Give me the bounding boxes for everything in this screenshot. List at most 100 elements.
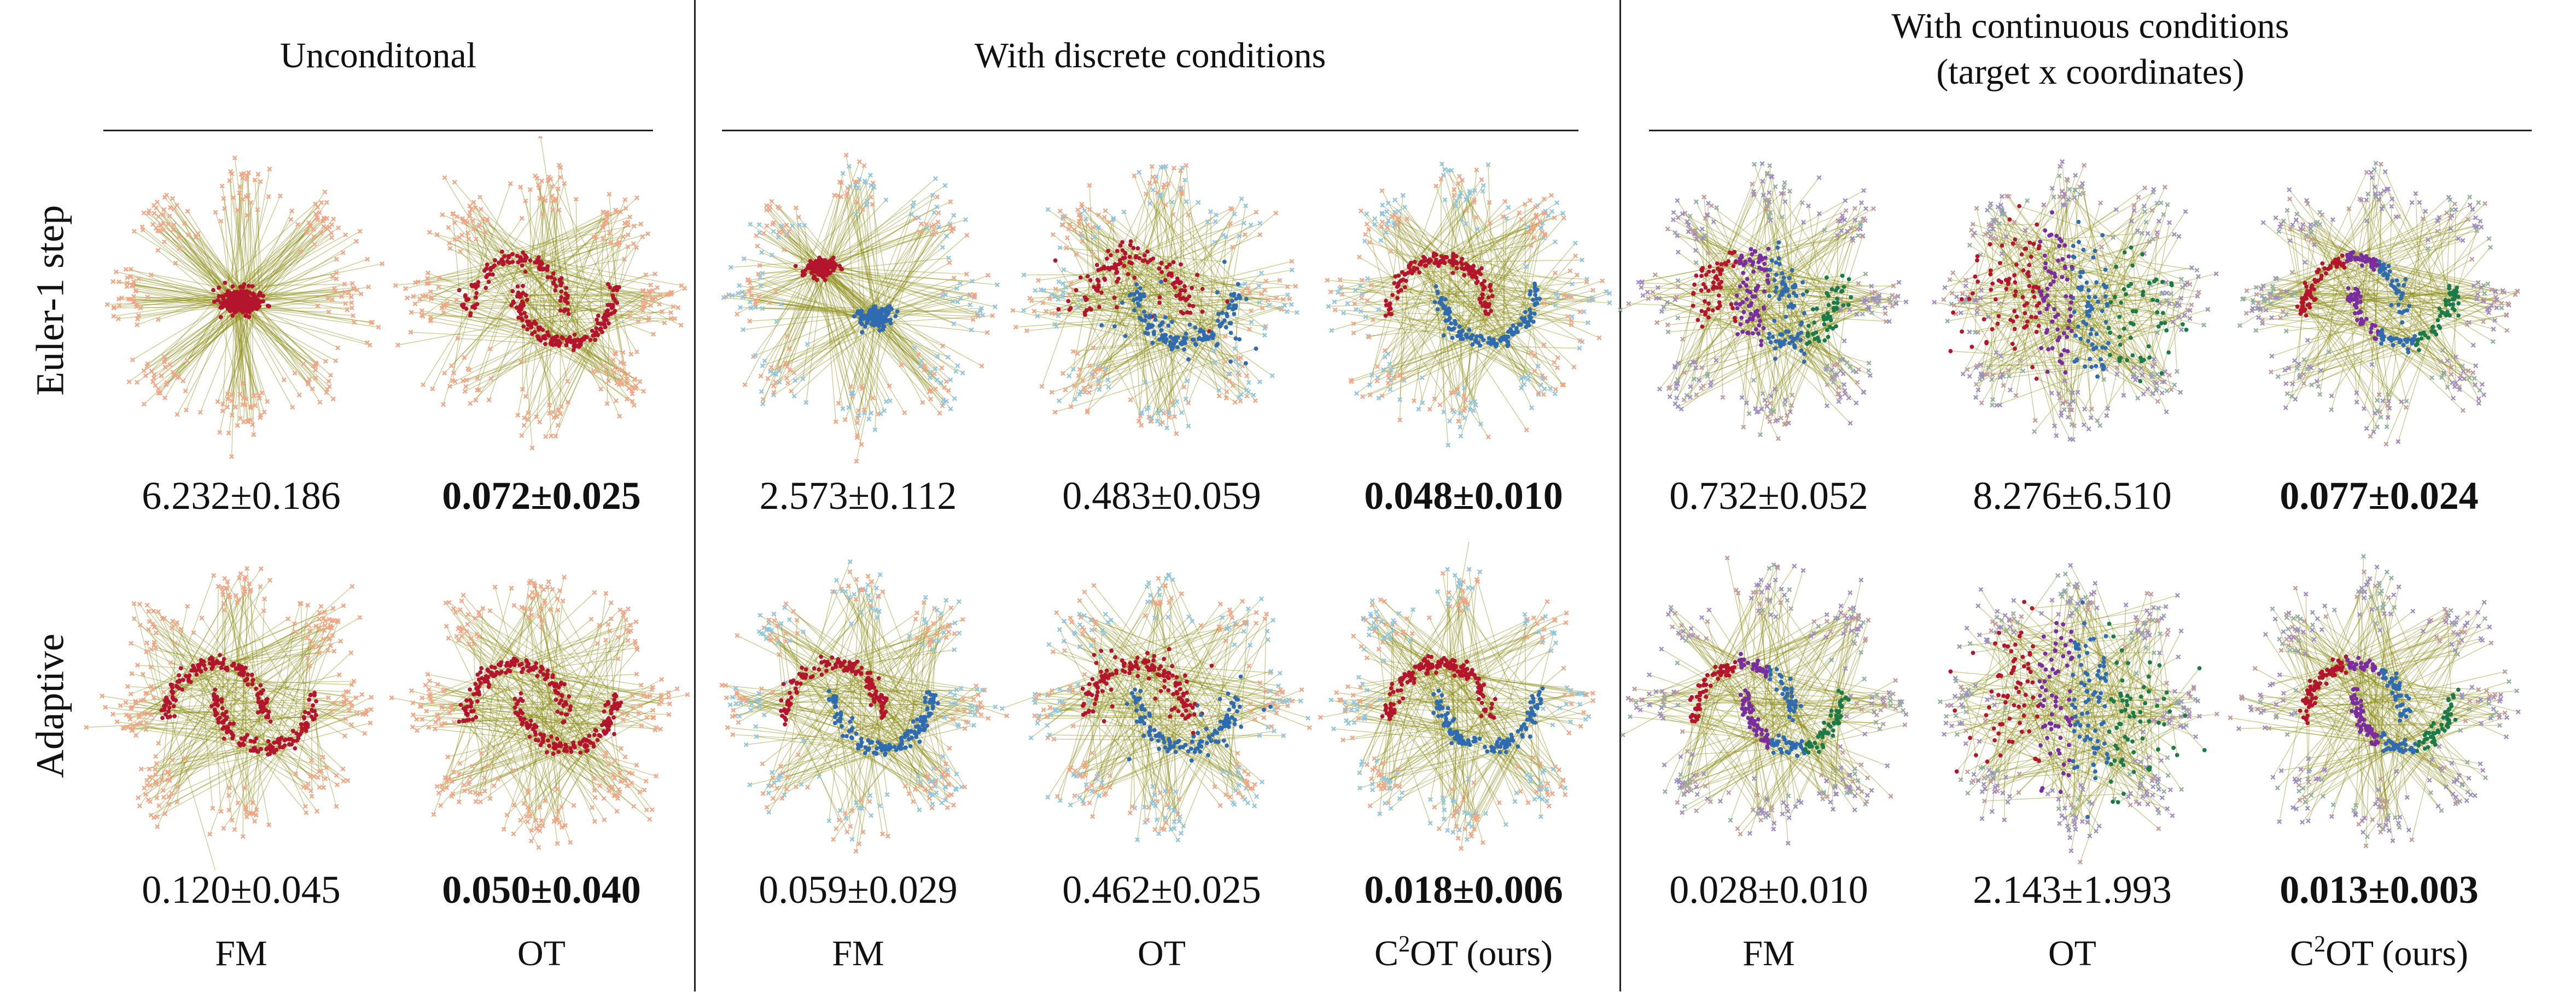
- group-separator: [1619, 0, 1622, 991]
- group-title-text: With discrete conditions: [974, 34, 1326, 76]
- target-points: [1688, 652, 1851, 758]
- flow-panel: [719, 559, 1010, 854]
- metric-value: 0.050±0.040: [442, 870, 641, 913]
- trajectory-lines: [2239, 163, 2518, 445]
- target-points: [211, 281, 271, 320]
- source-points: [2237, 160, 2520, 447]
- group-subtitle-text: (target x coordinates): [1936, 51, 2245, 92]
- column-label-suffix: OT (ours): [2326, 932, 2468, 973]
- source-points: [1010, 163, 1299, 437]
- column-label: C2OT (ours): [2290, 932, 2468, 975]
- target-points: [457, 657, 623, 756]
- column-label-text: OT: [517, 932, 566, 973]
- metric-value: 0.077±0.024: [2280, 476, 2479, 519]
- flow-panel: [1620, 555, 1909, 846]
- trajectory-lines: [724, 155, 998, 462]
- flow-panel: [999, 572, 1312, 843]
- source-points: [1618, 161, 1909, 442]
- group-rule: [722, 130, 1578, 132]
- source-points: [999, 572, 1312, 843]
- group-rule: [103, 130, 653, 132]
- metric-value: 0.028±0.010: [1669, 870, 1868, 913]
- source-points: [1938, 562, 2219, 865]
- target-points: [159, 653, 318, 757]
- flow-panel: [721, 153, 1000, 464]
- metric-value: 2.573±0.112: [759, 476, 957, 519]
- target-points: [1948, 204, 2189, 384]
- column-label-text: C: [1374, 932, 1399, 973]
- column-label-sup: 2: [2314, 933, 2326, 959]
- group-separator: [694, 0, 696, 991]
- flow-panel: [104, 155, 385, 460]
- target-points: [1080, 647, 1273, 763]
- trajectory-lines: [1327, 164, 1610, 445]
- metric-value: 0.048±0.010: [1364, 476, 1563, 519]
- column-label: OT: [517, 932, 566, 975]
- column-label-text: FM: [832, 932, 884, 973]
- metric-value: 0.462±0.025: [1062, 870, 1261, 913]
- metric-value: 0.013±0.003: [2280, 870, 2479, 913]
- source-points: [721, 153, 1000, 464]
- column-label-text: FM: [215, 932, 267, 973]
- target-points: [2298, 654, 2461, 755]
- metric-value: 0.732±0.052: [1669, 476, 1868, 519]
- column-label-suffix: OT (ours): [1410, 932, 1553, 973]
- group-rule: [1649, 130, 2532, 132]
- group-title-continuous: With continuous conditions (target x coor…: [1649, 3, 2532, 95]
- source-points: [1932, 159, 2219, 442]
- metric-value: 0.120±0.045: [142, 870, 341, 913]
- column-label: OT: [2048, 932, 2096, 975]
- column-label: C2OT (ours): [1374, 932, 1553, 975]
- trajectory-lines: [1940, 565, 2217, 862]
- row-label-adaptive: Adaptive: [30, 634, 73, 778]
- metric-value: 0.072±0.025: [442, 476, 641, 519]
- source-points: [393, 136, 687, 451]
- target-points: [457, 250, 621, 352]
- column-label-text: FM: [1742, 932, 1795, 973]
- source-points: [1620, 555, 1909, 846]
- flow-panel: [2237, 160, 2520, 447]
- group-title-discrete: With discrete conditions: [722, 33, 1578, 79]
- trajectory-lines: [721, 561, 1007, 851]
- row-label-euler: Euler-1 step: [30, 205, 73, 396]
- target-points: [1053, 239, 1258, 366]
- flow-panel: [1938, 562, 2219, 865]
- column-label: FM: [215, 932, 267, 975]
- source-points: [1325, 161, 1612, 448]
- flow-panel: [1932, 159, 2219, 442]
- flow-panel: [84, 566, 374, 870]
- column-label-sup: 2: [1398, 933, 1411, 959]
- source-points: [84, 566, 374, 839]
- target-points: [1948, 600, 2207, 819]
- trajectory-lines: [1320, 542, 1593, 849]
- column-label: OT: [1138, 932, 1186, 975]
- trajectory-lines: [86, 568, 372, 870]
- flow-panel: [1325, 161, 1612, 448]
- source-points: [2228, 554, 2521, 849]
- column-label: FM: [1742, 932, 1794, 975]
- metric-value: 2.143±1.993: [1973, 870, 2172, 913]
- column-label-text: OT: [2048, 932, 2096, 973]
- flow-panel: [1318, 542, 1596, 851]
- column-label-text: C: [2290, 932, 2315, 973]
- column-label-text: OT: [1138, 932, 1186, 973]
- flow-panel: [393, 136, 687, 451]
- source-points: [389, 575, 690, 850]
- group-title-text: Unconditonal: [279, 34, 477, 76]
- flow-panel: [1010, 163, 1299, 437]
- group-title-text: With continuous conditions: [1891, 5, 2289, 46]
- target-points: [793, 256, 900, 335]
- target-points: [1691, 240, 1854, 364]
- source-points: [719, 559, 1010, 854]
- metric-value: 6.232±0.186: [142, 476, 341, 519]
- metric-value: 0.018±0.006: [1364, 870, 1563, 913]
- target-points: [2295, 250, 2461, 355]
- column-label: FM: [832, 932, 884, 975]
- group-title-unconditional: Unconditonal: [103, 33, 653, 79]
- metric-value: 0.059±0.029: [759, 870, 958, 913]
- source-points: [1318, 566, 1596, 851]
- target-points: [1383, 251, 1542, 349]
- target-points: [779, 654, 940, 757]
- flow-panel: [389, 575, 690, 850]
